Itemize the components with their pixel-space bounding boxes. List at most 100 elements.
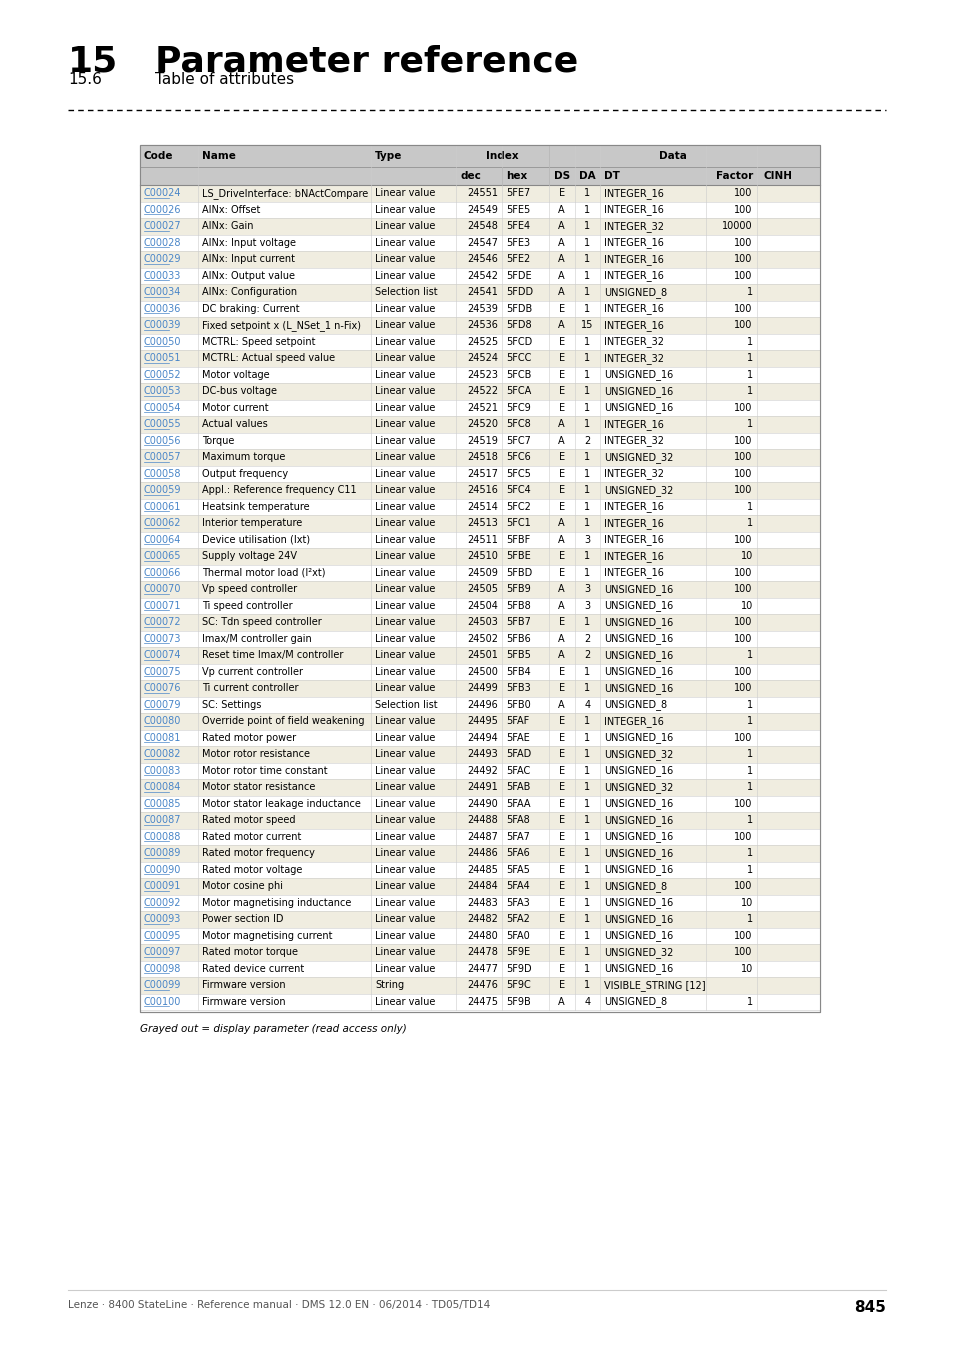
Text: 100: 100 <box>734 402 752 413</box>
Text: 1: 1 <box>746 749 752 759</box>
Text: 5FA6: 5FA6 <box>506 848 530 859</box>
Text: C00057: C00057 <box>144 452 181 462</box>
Text: 24496: 24496 <box>467 699 497 710</box>
Text: C00054: C00054 <box>144 402 181 413</box>
Bar <box>140 960 820 977</box>
Text: 1: 1 <box>746 815 752 825</box>
Text: C00093: C00093 <box>144 914 181 925</box>
Text: E: E <box>558 683 564 694</box>
Text: Linear value: Linear value <box>375 996 436 1007</box>
Text: E: E <box>558 815 564 825</box>
Bar <box>140 466 820 482</box>
Text: 5FAF: 5FAF <box>506 717 529 726</box>
Text: Linear value: Linear value <box>375 436 436 446</box>
Text: E: E <box>558 468 564 479</box>
Text: 1: 1 <box>584 271 590 281</box>
Text: A: A <box>558 601 564 610</box>
Text: C00074: C00074 <box>144 651 181 660</box>
Text: LS_DriveInterface: bNActCompare: LS_DriveInterface: bNActCompare <box>202 188 368 198</box>
Text: Selection list: Selection list <box>375 288 437 297</box>
Text: 5FB5: 5FB5 <box>506 651 531 660</box>
Text: 100: 100 <box>734 452 752 462</box>
Text: 24500: 24500 <box>467 667 497 676</box>
Text: 24536: 24536 <box>467 320 497 331</box>
Text: C00058: C00058 <box>144 468 181 479</box>
Text: Linear value: Linear value <box>375 254 436 265</box>
Text: Linear value: Linear value <box>375 370 436 379</box>
Text: A: A <box>558 288 564 297</box>
Text: Linear value: Linear value <box>375 402 436 413</box>
Text: 1: 1 <box>584 354 590 363</box>
Text: E: E <box>558 733 564 743</box>
Text: 5FAB: 5FAB <box>506 782 530 792</box>
Text: C00100: C00100 <box>144 996 181 1007</box>
Text: 24520: 24520 <box>467 420 497 429</box>
Text: 15.6: 15.6 <box>68 72 102 86</box>
Bar <box>140 845 820 861</box>
Text: Device utilisation (Ixt): Device utilisation (Ixt) <box>202 535 310 545</box>
Text: C00050: C00050 <box>144 336 181 347</box>
Text: C00051: C00051 <box>144 354 181 363</box>
Text: E: E <box>558 832 564 842</box>
Text: E: E <box>558 551 564 562</box>
Text: 5FA8: 5FA8 <box>506 815 530 825</box>
Text: E: E <box>558 354 564 363</box>
Text: Rated motor torque: Rated motor torque <box>202 948 297 957</box>
Text: E: E <box>558 882 564 891</box>
Text: Motor rotor time constant: Motor rotor time constant <box>202 765 327 776</box>
Text: C00039: C00039 <box>144 320 181 331</box>
Text: 24546: 24546 <box>467 254 497 265</box>
Text: Factor: Factor <box>715 171 752 181</box>
Text: Ti current controller: Ti current controller <box>202 683 298 694</box>
Text: 5F9E: 5F9E <box>506 948 530 957</box>
Text: 5FA3: 5FA3 <box>506 898 530 907</box>
Bar <box>140 713 820 729</box>
Text: 1: 1 <box>584 733 590 743</box>
Text: 24483: 24483 <box>467 898 497 907</box>
Text: E: E <box>558 617 564 628</box>
Bar <box>140 944 820 960</box>
Text: 5FE2: 5FE2 <box>506 254 530 265</box>
Text: C00072: C00072 <box>144 617 181 628</box>
Text: AINx: Gain: AINx: Gain <box>202 221 253 231</box>
Text: 24551: 24551 <box>467 188 497 198</box>
Text: UNSIGNED_16: UNSIGNED_16 <box>604 864 673 875</box>
Text: UNSIGNED_16: UNSIGNED_16 <box>604 732 673 744</box>
Text: E: E <box>558 865 564 875</box>
Text: 5FE5: 5FE5 <box>506 205 530 215</box>
Text: 2: 2 <box>583 633 590 644</box>
Text: Power section ID: Power section ID <box>202 914 283 925</box>
Text: 24549: 24549 <box>467 205 497 215</box>
Text: E: E <box>558 386 564 397</box>
Text: A: A <box>558 585 564 594</box>
Bar <box>140 795 820 811</box>
Text: 24490: 24490 <box>467 799 497 809</box>
Text: 24502: 24502 <box>467 633 497 644</box>
Text: Linear value: Linear value <box>375 221 436 231</box>
Bar <box>140 532 820 548</box>
Text: A: A <box>558 205 564 215</box>
Text: UNSIGNED_8: UNSIGNED_8 <box>604 996 667 1007</box>
Text: 24541: 24541 <box>467 288 497 297</box>
Text: 24491: 24491 <box>467 782 497 792</box>
Bar <box>140 878 820 895</box>
Text: 1: 1 <box>584 617 590 628</box>
Text: C00059: C00059 <box>144 485 181 495</box>
Text: 1: 1 <box>584 765 590 776</box>
Bar <box>140 580 820 598</box>
Text: 1: 1 <box>584 502 590 512</box>
Text: 24488: 24488 <box>467 815 497 825</box>
Text: 100: 100 <box>734 799 752 809</box>
Text: Linear value: Linear value <box>375 320 436 331</box>
Text: Actual values: Actual values <box>202 420 267 429</box>
Text: 1: 1 <box>746 420 752 429</box>
Bar <box>140 400 820 416</box>
Text: 5FB7: 5FB7 <box>506 617 531 628</box>
Bar <box>140 614 820 630</box>
Text: MCTRL: Actual speed value: MCTRL: Actual speed value <box>202 354 335 363</box>
Text: 24510: 24510 <box>467 551 497 562</box>
Text: Linear value: Linear value <box>375 386 436 397</box>
Text: Name: Name <box>202 151 235 161</box>
Text: 1: 1 <box>584 930 590 941</box>
Text: Linear value: Linear value <box>375 336 436 347</box>
